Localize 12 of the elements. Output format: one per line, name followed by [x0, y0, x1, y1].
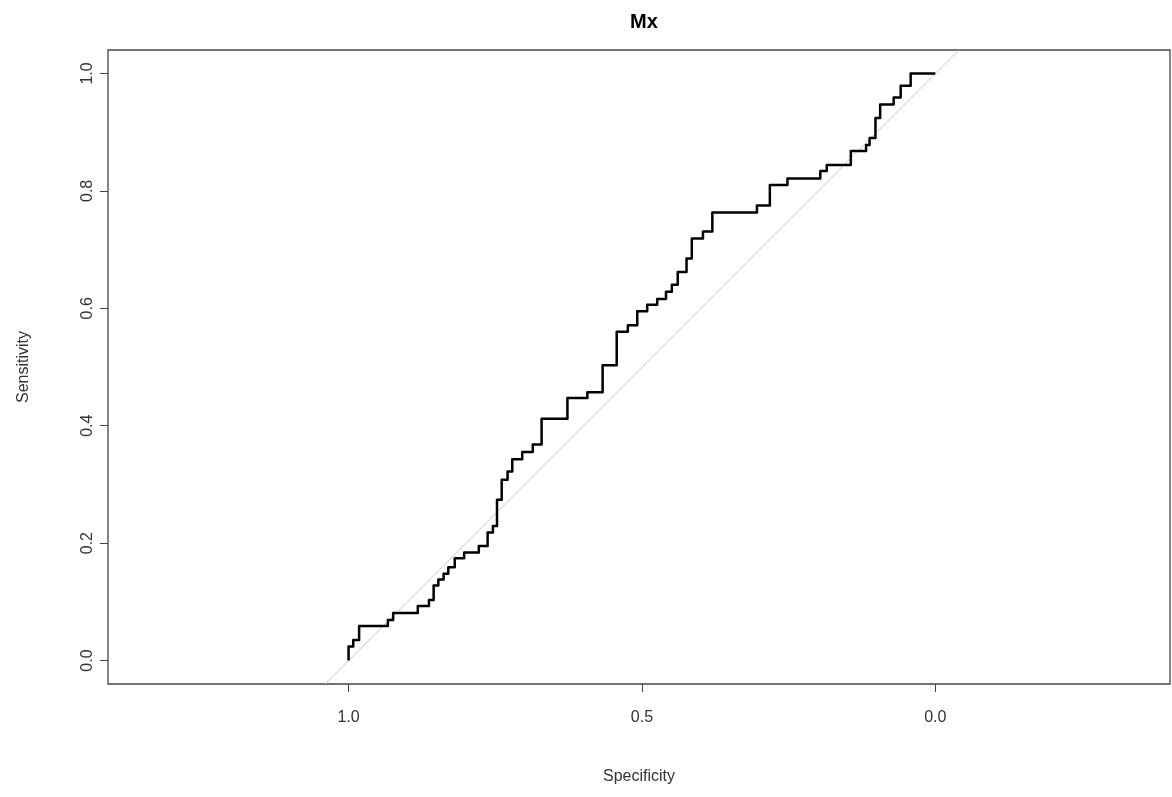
y-axis-title: Sensitivity	[13, 330, 31, 404]
y-tick-label: 0.4	[77, 414, 95, 437]
x-tick-label: 1.0	[337, 707, 360, 725]
chart-title: Mx	[630, 10, 658, 32]
y-tick-label: 1.0	[77, 62, 95, 85]
y-tick-label: 0.2	[77, 531, 95, 555]
x-tick-label: 0.5	[630, 707, 654, 725]
y-tick-label: 0.8	[77, 179, 95, 203]
y-tick-label: 0.6	[77, 297, 95, 320]
y-tick-label: 0.0	[77, 649, 95, 672]
x-tick-label: 0.0	[924, 707, 947, 725]
x-axis-title: Specificity	[602, 766, 676, 784]
